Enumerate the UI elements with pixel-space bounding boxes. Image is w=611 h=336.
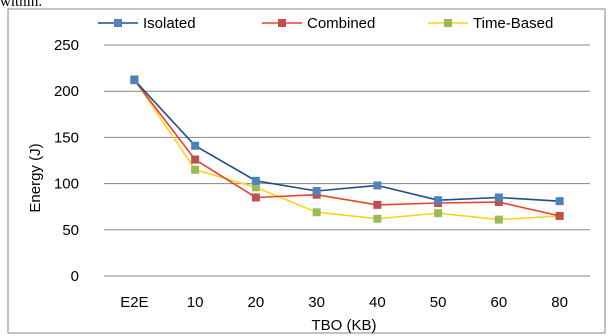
legend-marker bbox=[278, 19, 286, 27]
legend-label: Combined bbox=[307, 15, 375, 32]
data-point bbox=[434, 196, 443, 205]
data-point bbox=[434, 209, 443, 218]
y-axis-label: Energy (J) bbox=[27, 143, 44, 212]
data-point bbox=[494, 198, 503, 207]
x-tick-label: 30 bbox=[308, 294, 325, 311]
text-fragment: within. bbox=[0, 0, 43, 10]
legend-marker bbox=[114, 19, 122, 27]
series-markers bbox=[130, 75, 564, 224]
x-tick-label: 40 bbox=[369, 294, 386, 311]
data-point bbox=[373, 214, 382, 223]
legend-label: Isolated bbox=[143, 15, 196, 32]
y-tick-labels: 0 50 100 150 200 250 bbox=[54, 37, 79, 285]
data-point bbox=[191, 141, 200, 150]
data-point bbox=[130, 76, 139, 85]
series-line bbox=[133, 79, 560, 217]
x-tick-label: 10 bbox=[187, 294, 204, 311]
y-tick-label: 50 bbox=[62, 222, 79, 239]
x-tick-label: 50 bbox=[430, 294, 447, 311]
x-tick-label: 80 bbox=[551, 294, 568, 311]
y-tick-label: 150 bbox=[54, 129, 79, 146]
data-point bbox=[494, 215, 503, 224]
data-point bbox=[555, 211, 564, 220]
chart-border bbox=[7, 8, 606, 334]
y-tick-label: 100 bbox=[54, 176, 79, 193]
series-lines bbox=[133, 78, 560, 221]
data-point bbox=[312, 186, 321, 195]
x-tick-label: E2E bbox=[120, 294, 148, 311]
x-axis-label: TBO (KB) bbox=[311, 317, 376, 334]
data-point bbox=[251, 183, 260, 192]
data-point bbox=[251, 193, 260, 202]
data-point bbox=[191, 165, 200, 174]
x-tick-label: 60 bbox=[491, 294, 508, 311]
data-point bbox=[373, 200, 382, 209]
y-tick-label: 200 bbox=[54, 83, 79, 100]
y-tick-label: 250 bbox=[54, 37, 79, 54]
series-line bbox=[133, 79, 560, 202]
legend-marker bbox=[444, 19, 452, 27]
data-point bbox=[312, 208, 321, 217]
data-point bbox=[555, 197, 564, 206]
data-point bbox=[191, 155, 200, 164]
x-tick-label: 20 bbox=[248, 294, 265, 311]
data-point bbox=[251, 176, 260, 185]
data-point bbox=[494, 193, 503, 202]
series-line bbox=[133, 78, 560, 221]
gridlines bbox=[104, 44, 590, 277]
data-point bbox=[373, 181, 382, 190]
legend: Isolated Combined Time-Based bbox=[98, 15, 553, 32]
x-tick-labels: E2E 10 20 30 40 50 60 80 bbox=[120, 294, 568, 311]
y-tick-label: 0 bbox=[71, 268, 79, 285]
legend-label: Time-Based bbox=[473, 15, 553, 32]
